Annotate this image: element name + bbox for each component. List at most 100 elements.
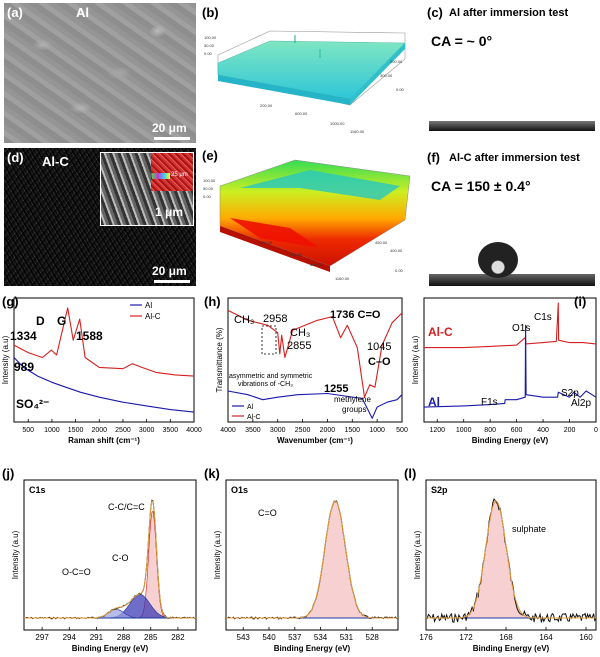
x-tick-label: 2000 bbox=[91, 427, 107, 434]
scale-bar-label: 20 μm bbox=[152, 264, 187, 278]
x-tick-label: 500 bbox=[22, 427, 34, 434]
x-tick-label: 528 bbox=[366, 633, 380, 642]
x-tick-label: 800 bbox=[484, 427, 496, 434]
peak-value-1045: 1045 bbox=[367, 341, 391, 353]
svg-text:0.00: 0.00 bbox=[203, 194, 212, 199]
contact-angle-value: CA = 150 ± 0.4° bbox=[431, 178, 531, 194]
panel-letter: (e) bbox=[202, 148, 218, 163]
y-axis-label: Intensity (a.u) bbox=[11, 530, 20, 579]
peak-value-2958: 2958 bbox=[263, 313, 287, 325]
envelope-line bbox=[24, 500, 196, 619]
x-axis-label: Binding Energy (eV) bbox=[473, 644, 550, 653]
sem-inset: 25 μm 1 μm bbox=[100, 152, 194, 226]
y-axis-label: Intensity (a.u) bbox=[413, 530, 422, 579]
eds-map: 25 μm bbox=[151, 153, 193, 191]
ch3-label: CH₃ bbox=[234, 314, 254, 326]
panel-letter: (h) bbox=[204, 294, 221, 309]
peak-label-cc: C-C/C=C bbox=[108, 502, 145, 512]
svg-text:600.00: 600.00 bbox=[295, 111, 308, 116]
panel-letter: (j) bbox=[2, 466, 14, 481]
x-tick-label: 2500 bbox=[115, 427, 131, 434]
panel-letter: (b) bbox=[202, 5, 219, 20]
annotation-methylene: methylene bbox=[334, 395, 371, 404]
series-line-al-c bbox=[227, 309, 403, 398]
spectrum-title: C1s bbox=[29, 485, 46, 495]
legend-label-alc: Al-C bbox=[247, 414, 261, 421]
sample-label: Al-C bbox=[42, 154, 69, 169]
y-axis-label: Intensity (a.u) bbox=[1, 335, 10, 384]
svg-text:400.00: 400.00 bbox=[390, 248, 403, 253]
x-axis-label: Raman shift (cm⁻¹) bbox=[68, 436, 140, 445]
x-tick-label: 4000 bbox=[220, 427, 236, 434]
series-line-al bbox=[423, 324, 597, 408]
x-tick-label: 0 bbox=[594, 427, 598, 434]
peak-label-sulphate: sulphate bbox=[512, 524, 546, 534]
x-tick-label: 282 bbox=[171, 633, 185, 642]
eds-scale-label: 25 μm bbox=[171, 172, 188, 178]
svg-text:1160.00: 1160.00 bbox=[335, 276, 350, 281]
x-tick-label: 3500 bbox=[163, 427, 179, 434]
spectrum-title: S2p bbox=[431, 485, 448, 495]
plot-frame bbox=[425, 479, 597, 631]
substrate bbox=[429, 274, 595, 286]
panel-letter: (l) bbox=[404, 466, 416, 481]
series-line-al bbox=[13, 357, 195, 413]
panel-title: Al-C after immersion test bbox=[449, 152, 580, 164]
x-axis-label: Wavenumber (cm⁻¹) bbox=[277, 436, 353, 445]
fitted-peak-co bbox=[226, 500, 398, 619]
svg-text:200.00: 200.00 bbox=[260, 240, 273, 245]
x-tick-label: 288 bbox=[117, 633, 131, 642]
svg-text:1000.00: 1000.00 bbox=[330, 121, 345, 126]
plot-frame bbox=[225, 479, 399, 631]
x-tick-label: 2500 bbox=[295, 427, 311, 434]
peak-label-g: G bbox=[57, 314, 66, 328]
x-tick-label: 500 bbox=[396, 427, 408, 434]
series-label-al: Al bbox=[428, 395, 440, 409]
sulfate-label: SO₄²⁻ bbox=[16, 397, 49, 411]
xps-survey-chart: (i) 1200 1000 800 600 400 200 0 Binding Energy (… bbox=[411, 294, 598, 445]
raw-data-line bbox=[225, 500, 399, 620]
peak-label-al2p: Al2p bbox=[571, 398, 591, 409]
svg-text:800.00: 800.00 bbox=[310, 262, 323, 267]
svg-text:50.00: 50.00 bbox=[203, 186, 214, 191]
raman-chart: (g) 500 1000 1500 2000 2500 3000 3500 4000 Raman … bbox=[1, 294, 202, 445]
x-tick-label: 176 bbox=[419, 633, 433, 642]
peak-label-co-double: 1736 C=O bbox=[330, 309, 381, 321]
svg-text:300.00: 300.00 bbox=[380, 73, 393, 78]
y-axis-label: Transmittance (%) bbox=[215, 327, 224, 392]
panel-title: Al after immersion test bbox=[449, 7, 569, 19]
peak-value-1255: 1255 bbox=[324, 383, 348, 395]
peak-label-d: D bbox=[36, 314, 45, 328]
series-line-al-c bbox=[13, 307, 195, 377]
fitted-peak-cccc bbox=[24, 510, 196, 619]
peak-label-c1s: C1s bbox=[534, 312, 552, 323]
x-tick-label: 1200 bbox=[429, 427, 445, 434]
x-tick-label: 537 bbox=[288, 633, 302, 642]
panel-letter: (k) bbox=[204, 466, 220, 481]
profilometry-plot: 100.00 50.00 0.00 200.00 600.00 1000.00 1160.… bbox=[204, 30, 406, 134]
y-axis-label: Intensity (a.u) bbox=[213, 530, 222, 579]
svg-text:100.00: 100.00 bbox=[203, 178, 216, 183]
eds-legend bbox=[152, 173, 170, 179]
envelope-line bbox=[426, 500, 596, 619]
svg-text:0.00: 0.00 bbox=[396, 87, 405, 92]
series-line-al bbox=[227, 390, 403, 419]
x-tick-label: 540 bbox=[262, 633, 276, 642]
dashed-box bbox=[261, 325, 277, 355]
x-tick-label: 534 bbox=[314, 633, 328, 642]
x-tick-label: 1000 bbox=[369, 427, 385, 434]
x-tick-label: 3500 bbox=[245, 427, 261, 434]
peak-value-2855: 2855 bbox=[287, 340, 311, 352]
svg-text:100.00: 100.00 bbox=[204, 35, 217, 40]
x-tick-label: 1000 bbox=[44, 427, 60, 434]
panel-letter: (a) bbox=[7, 5, 23, 20]
surface-3d-alc: (e) 100.00 50.00 0.00 200.00 600.00 800.00 11… bbox=[200, 148, 415, 288]
sem-image-alc: (d) Al-C 25 μm 1 μm 20 μm bbox=[4, 148, 196, 286]
scale-bar bbox=[154, 137, 190, 140]
xps-s2p-chart: (l) 176 172 168 164 160 Binding Energy (eV) Int… bbox=[404, 466, 597, 653]
panel-letter: (d) bbox=[7, 150, 24, 165]
x-tick-label: 285 bbox=[144, 633, 158, 642]
svg-text:200.00: 200.00 bbox=[260, 103, 273, 108]
peak-label-s2p: S2p bbox=[561, 388, 579, 399]
